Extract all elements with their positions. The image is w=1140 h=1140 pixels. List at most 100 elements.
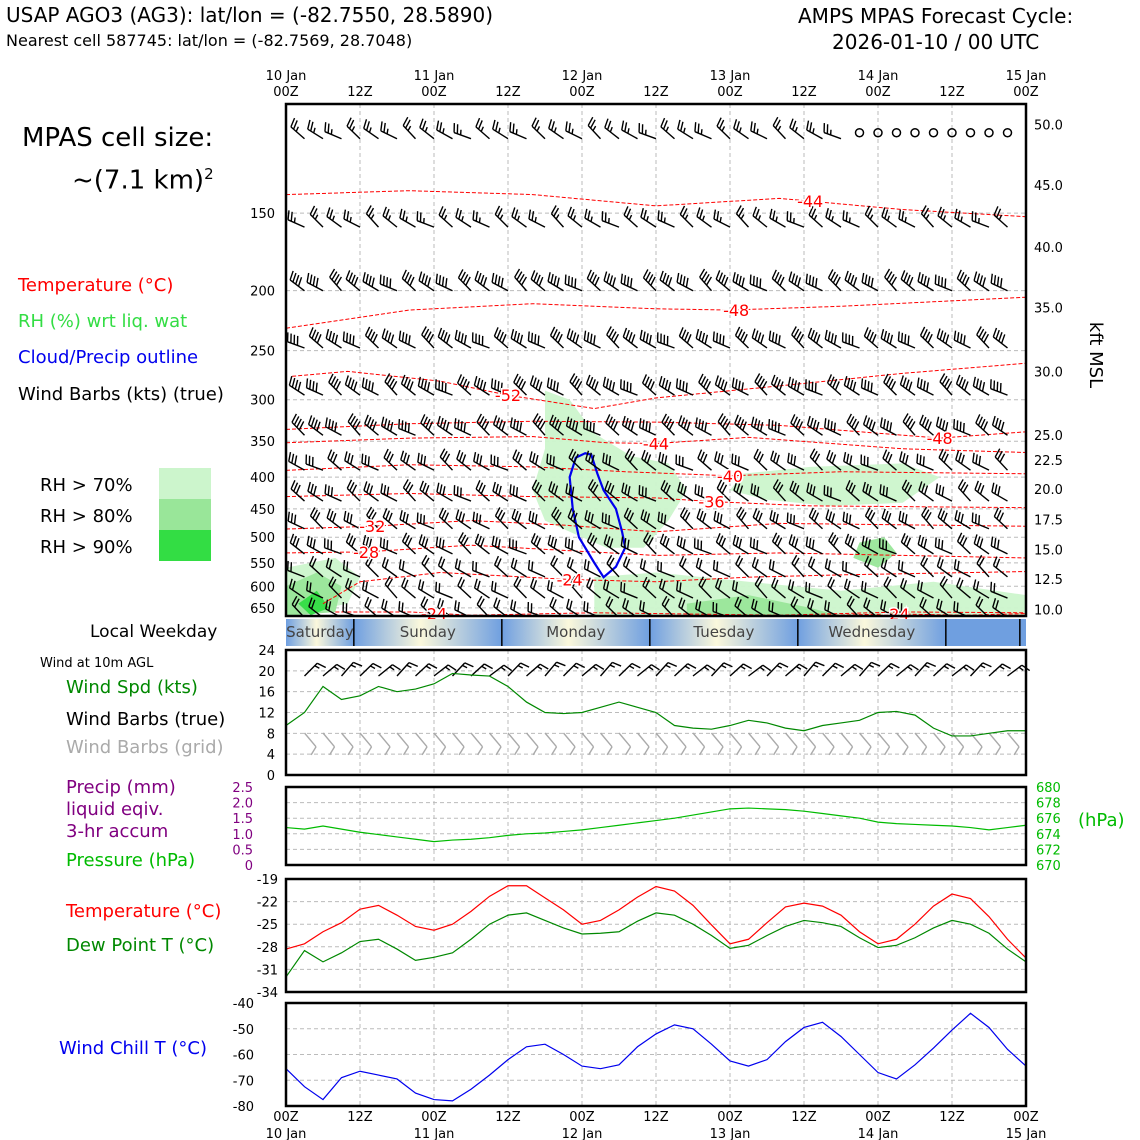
barb-flag bbox=[307, 415, 313, 425]
barb-flag bbox=[520, 381, 527, 391]
wind-barb-grid bbox=[359, 732, 373, 756]
barb-staff bbox=[917, 386, 934, 396]
barb-flag bbox=[904, 454, 909, 465]
barb-flag bbox=[773, 376, 779, 387]
upper-wind-barb bbox=[954, 208, 971, 228]
temp-tick-label: -25 bbox=[257, 918, 278, 933]
upper-wind-barb bbox=[972, 579, 990, 599]
barb-flag bbox=[901, 561, 904, 572]
upper-wind-barb bbox=[345, 533, 361, 555]
barb-flag bbox=[917, 272, 921, 282]
barb-half-flag bbox=[794, 126, 798, 133]
barb-staff bbox=[548, 127, 564, 140]
upper-wind-barb bbox=[953, 559, 971, 578]
barb-flag bbox=[833, 334, 837, 345]
barb-flag bbox=[993, 507, 999, 517]
barb-flag bbox=[387, 332, 392, 342]
upper-wind-barb bbox=[435, 581, 453, 599]
upper-wind-barb bbox=[454, 329, 472, 349]
barb-flag bbox=[590, 481, 597, 491]
barb-half-flag bbox=[370, 665, 376, 670]
barb-flag bbox=[496, 558, 502, 568]
barb-staff bbox=[472, 219, 490, 228]
barb-flag bbox=[661, 453, 665, 464]
upper-wind-barb bbox=[569, 575, 583, 599]
barb-staff bbox=[788, 280, 805, 292]
barb-flag bbox=[961, 379, 966, 389]
barb-flag bbox=[790, 378, 795, 389]
upper-wind-barb bbox=[827, 269, 842, 292]
upper-wind-barb bbox=[491, 535, 509, 555]
barb-flag bbox=[586, 269, 592, 279]
barb-flag bbox=[791, 326, 797, 336]
legend-wind-barbs: Wind Barbs (kts) (true) bbox=[18, 384, 224, 405]
barb-flag bbox=[849, 379, 854, 390]
upper-wind-barb bbox=[679, 507, 694, 530]
height-tick-label: 35.0 bbox=[1034, 302, 1063, 317]
barb-flag bbox=[787, 376, 791, 387]
barb-flag bbox=[921, 506, 928, 516]
barb-flag bbox=[723, 381, 728, 391]
barb-flag bbox=[402, 479, 409, 489]
barb-flag bbox=[939, 746, 946, 756]
upper-wind-barb bbox=[989, 379, 1008, 396]
upper-wind-barb bbox=[937, 508, 953, 530]
barb-flag bbox=[924, 331, 931, 341]
barb-flag bbox=[902, 413, 909, 423]
calm-circle bbox=[984, 127, 994, 138]
barb-flag bbox=[622, 598, 627, 608]
upper-wind-barb bbox=[715, 533, 731, 555]
barb-flag bbox=[386, 420, 391, 430]
barb-flag bbox=[854, 663, 864, 670]
barb-flag bbox=[585, 374, 591, 385]
upper-wind-barb bbox=[361, 377, 379, 396]
barb-flag bbox=[982, 277, 987, 287]
barb-flag bbox=[531, 117, 537, 127]
barb-flag bbox=[701, 420, 705, 431]
barb-flag bbox=[790, 596, 796, 606]
barb-staff bbox=[362, 588, 379, 599]
upper-wind-barb bbox=[956, 532, 971, 555]
upper-wind-barb bbox=[698, 373, 712, 396]
barb-flag bbox=[630, 421, 635, 432]
barb-flag bbox=[514, 268, 521, 278]
barb-flag bbox=[852, 381, 857, 392]
barb-flag bbox=[738, 538, 743, 549]
barb-flag bbox=[961, 537, 968, 547]
barb-flag bbox=[372, 421, 377, 431]
barb-flag bbox=[389, 421, 394, 432]
upper-wind-barb bbox=[455, 509, 472, 530]
barb-flag bbox=[500, 277, 504, 288]
barb-flag bbox=[572, 512, 578, 522]
barb-flag bbox=[954, 510, 958, 520]
barb-staff bbox=[805, 282, 823, 292]
barb-flag bbox=[381, 328, 386, 338]
barb-flag bbox=[754, 373, 761, 383]
barb-flag bbox=[714, 451, 718, 461]
barb-flag bbox=[926, 277, 930, 288]
forecast-title-line: AMPS MPAS Forecast Cycle: bbox=[798, 4, 1074, 28]
barb-flag bbox=[498, 485, 502, 496]
barb-flag bbox=[648, 422, 651, 433]
rh90-label: RH > 90% bbox=[40, 537, 133, 558]
barb-flag bbox=[731, 453, 734, 464]
barb-staff bbox=[752, 565, 768, 578]
barb-flag bbox=[423, 455, 427, 466]
barb-flag bbox=[865, 483, 869, 494]
barb-staff bbox=[544, 661, 558, 677]
barb-flag bbox=[738, 207, 745, 217]
upper-wind-barb bbox=[656, 560, 675, 578]
barb-flag bbox=[957, 452, 962, 463]
barb-flag bbox=[383, 122, 386, 133]
barb-flag bbox=[309, 507, 316, 517]
barb-staff bbox=[824, 427, 842, 436]
upper-wind-barb bbox=[971, 512, 990, 530]
upper-wind-barb bbox=[712, 602, 728, 616]
cell-size-value: ~(7.1 km) bbox=[72, 165, 205, 196]
barb-flag bbox=[292, 272, 297, 283]
barb-flag bbox=[759, 278, 762, 289]
barb-staff bbox=[526, 663, 541, 677]
barb-flag bbox=[550, 273, 554, 284]
barb-flag bbox=[382, 508, 388, 518]
barb-flag bbox=[344, 451, 348, 461]
